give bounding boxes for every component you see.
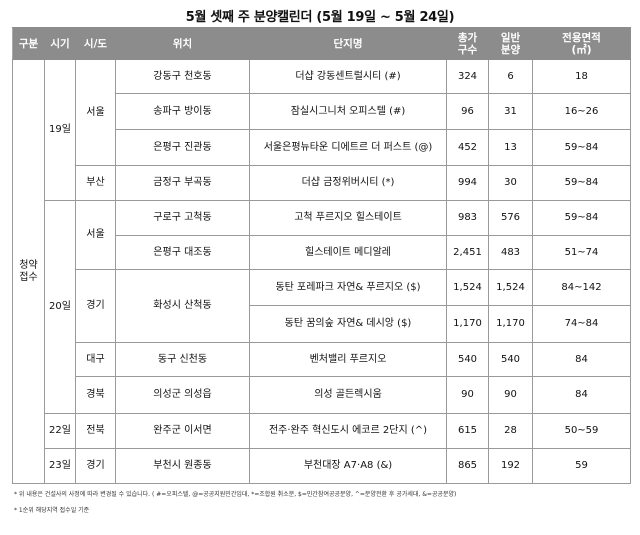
table-row: 부산 금정구 부곡동 더샵 금정위버시티 (*) 994 30 59~84 (13, 165, 631, 201)
complex-cell: 동탄 꿈의숲 자연& 데시앙 ($) (249, 305, 447, 343)
total-units-cell: 324 (446, 59, 489, 94)
general-units-cell: 576 (488, 200, 533, 236)
general-units-cell: 1,524 (488, 269, 533, 306)
complex-cell: 잠실시그니처 오피스텔 (#) (249, 93, 447, 130)
general-units-cell: 90 (488, 376, 533, 414)
area-cell: 59~84 (532, 200, 631, 236)
general-units-cell: 13 (488, 129, 533, 166)
location-cell: 강동구 천호동 (115, 59, 250, 94)
general-units-cell: 483 (488, 235, 533, 270)
footnote: * 1순위 해당지역 접수일 기준 (14, 507, 90, 514)
location-cell: 송파구 방이동 (115, 93, 250, 130)
location-cell: 의성군 의성읍 (115, 376, 250, 414)
area-cell: 16~26 (532, 93, 631, 130)
table-row: 대구 동구 신천동 벤처밸리 푸르지오 540 540 84 (13, 342, 631, 377)
area-cell: 84~142 (532, 269, 631, 306)
header-location: 위치 (115, 27, 250, 60)
region-cell: 경기 (75, 448, 116, 484)
footnotes: * 위 내용은 건설사의 사정에 따라 변경될 수 있습니다. ( #=오피스텔… (14, 491, 456, 523)
date-cell: 22일 (44, 413, 76, 449)
area-cell: 84 (532, 376, 631, 414)
region-cell: 전북 (75, 413, 116, 449)
header-row: 구분 시기 시/도 위치 단지명 총가 구수 일반 분양 전용면적 (㎡) (12, 27, 631, 60)
total-units-cell: 615 (446, 413, 489, 449)
table-row: 20일 서울 구로구 고척동 고척 푸르지오 힐스테이트 983 576 59~… (13, 200, 631, 414)
table-row: 경기 화성시 산척동 동탄 포레파크 자연& 푸르지오 ($) 1,524 1,… (13, 269, 631, 343)
total-units-cell: 1,170 (446, 305, 489, 343)
complex-cell: 동탄 포레파크 자연& 푸르지오 ($) (249, 269, 447, 306)
location-cell: 금정구 부곡동 (115, 165, 250, 201)
area-cell: 59 (532, 448, 631, 484)
complex-cell: 고척 푸르지오 힐스테이트 (249, 200, 447, 236)
general-units-cell: 1,170 (488, 305, 533, 343)
area-cell: 18 (532, 59, 631, 94)
region-cell: 대구 (75, 342, 116, 377)
complex-cell: 더샵 강동센트럴시티 (#) (249, 59, 447, 94)
complex-cell: 더샵 금정위버시티 (*) (249, 165, 447, 201)
total-units-cell: 2,451 (446, 235, 489, 270)
general-units-cell: 30 (488, 165, 533, 201)
date-cell: 19일 (44, 59, 76, 201)
total-units-cell: 994 (446, 165, 489, 201)
general-units-cell: 31 (488, 93, 533, 130)
footnote: * 위 내용은 건설사의 사정에 따라 변경될 수 있습니다. ( #=오피스텔… (14, 491, 457, 498)
area-cell: 51~74 (532, 235, 631, 270)
region-cell: 경기 (75, 269, 116, 343)
general-units-cell: 28 (488, 413, 533, 449)
header-type: 구분 (12, 27, 45, 60)
region-cell: 부산 (75, 165, 116, 201)
location-cell: 은평구 진관동 (115, 129, 250, 166)
total-units-cell: 90 (446, 376, 489, 414)
general-units-cell: 540 (488, 342, 533, 377)
date-cell: 23일 (44, 448, 76, 484)
region-cell: 경북 (75, 376, 116, 414)
area-cell: 59~84 (532, 129, 631, 166)
location-cell: 은평구 대조동 (115, 235, 250, 270)
general-units-cell: 6 (488, 59, 533, 94)
location-cell: 완주군 이서면 (115, 413, 250, 449)
location-cell: 화성시 산척동 (115, 269, 250, 343)
total-units-cell: 865 (446, 448, 489, 484)
calendar-table: 구분 시기 시/도 위치 단지명 총가 구수 일반 분양 전용면적 (㎡) 청약 접수 … (12, 27, 631, 484)
header-region: 시/도 (75, 27, 116, 60)
table-row: 23일 경기 부천시 원종동 부천대장 A7·A8 (&) 865 192 59 (13, 448, 631, 484)
complex-cell: 전주·완주 혁신도시 에코르 2단지 (^) (249, 413, 447, 449)
header-total-units: 총가 구수 (446, 27, 489, 60)
location-cell: 동구 신천동 (115, 342, 250, 377)
header-complex: 단지명 (249, 27, 447, 60)
total-units-cell: 96 (446, 93, 489, 130)
location-cell: 구로구 고척동 (115, 200, 250, 236)
region-cell: 서울 (75, 59, 116, 166)
general-units-cell: 192 (488, 448, 533, 484)
header-when: 시기 (44, 27, 76, 60)
complex-cell: 벤처밸리 푸르지오 (249, 342, 447, 377)
total-units-cell: 983 (446, 200, 489, 236)
complex-cell: 부천대장 A7·A8 (&) (249, 448, 447, 484)
location-cell: 부천시 원종동 (115, 448, 250, 484)
area-cell: 59~84 (532, 165, 631, 201)
total-units-cell: 540 (446, 342, 489, 377)
date-cell: 20일 (44, 200, 76, 414)
header-general-units: 일반 분양 (488, 27, 533, 60)
complex-cell: 의성 골든렉시움 (249, 376, 447, 414)
page-title: 5월 셋째 주 분양캘린더 (5월 19일 ~ 5월 24일) (185, 10, 455, 25)
total-units-cell: 452 (446, 129, 489, 166)
table-row: 은평구 대조동 힐스테이트 메디알레 2,451 483 51~74 (13, 235, 631, 270)
table-row: 동탄 꿈의숲 자연& 데시앙 ($) 1,170 1,170 74~84 (13, 305, 631, 343)
total-units-cell: 1,524 (446, 269, 489, 306)
type-cell: 청약 접수 (12, 59, 45, 484)
table-row: 경북 의성군 의성읍 의성 골든렉시움 90 90 84 (13, 376, 631, 414)
header-area: 전용면적 (㎡) (532, 27, 631, 60)
table-row: 22일 전북 완주군 이서면 전주·완주 혁신도시 에코르 2단지 (^) 61… (13, 413, 631, 449)
area-cell: 50~59 (532, 413, 631, 449)
table-row: 청약 접수 19일 서울 강동구 천호동 더샵 강동센트럴시티 (#) 324 6… (12, 59, 631, 484)
table-row: 송파구 방이동 잠실시그니처 오피스텔 (#) 96 31 16~26 (13, 93, 631, 130)
complex-cell: 힐스테이트 메디알레 (249, 235, 447, 270)
area-cell: 74~84 (532, 305, 631, 343)
area-cell: 84 (532, 342, 631, 377)
region-cell: 서울 (75, 200, 116, 270)
complex-cell: 서울은평뉴타운 디에트르 더 퍼스트 (@) (249, 129, 447, 166)
